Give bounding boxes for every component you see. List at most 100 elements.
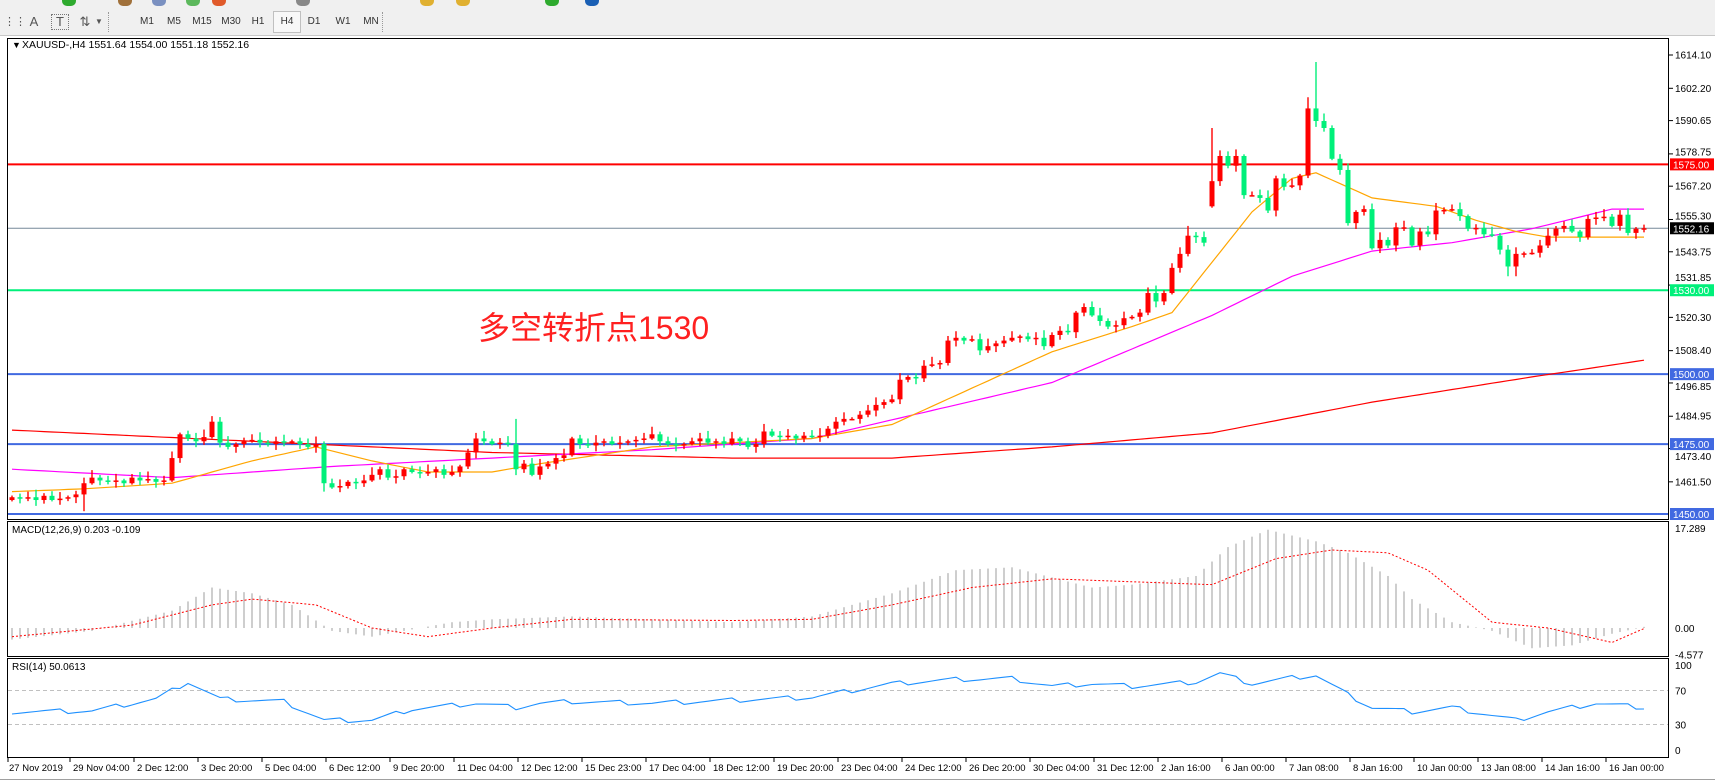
candle	[1209, 128, 1215, 208]
timeframe-h1-button[interactable]: H1	[251, 16, 265, 27]
new-order-icon[interactable]	[62, 0, 76, 6]
rsi-axis-label: 0	[1675, 746, 1681, 757]
candle	[1145, 287, 1151, 316]
candle	[785, 429, 791, 440]
text-icon[interactable]: A	[29, 14, 39, 29]
price-tag-1530.00-bg	[1670, 284, 1714, 297]
chart-background	[0, 36, 1715, 781]
candle	[553, 453, 559, 470]
candle	[1633, 227, 1639, 239]
candle-body	[1161, 293, 1167, 302]
candle	[1025, 332, 1031, 342]
candle-body	[1425, 231, 1431, 235]
chevron-down-icon[interactable]: ▼	[95, 17, 103, 26]
candle	[449, 465, 455, 477]
candle	[1385, 237, 1391, 249]
arrows-icon[interactable]: ⇅	[79, 14, 91, 29]
candle	[1473, 224, 1479, 235]
candle-body	[265, 442, 271, 445]
candle-body	[697, 438, 703, 442]
candle	[1409, 225, 1415, 247]
candle	[657, 431, 663, 447]
candle-body	[937, 362, 943, 365]
candle-body	[513, 444, 519, 470]
timeframe-m1-button[interactable]: M1	[140, 16, 154, 27]
timeframe-mn-button[interactable]: MN	[363, 16, 379, 27]
candle	[1129, 315, 1135, 320]
candle	[1161, 290, 1167, 306]
time-axis-label: 16 Jan 00:00	[1609, 763, 1664, 774]
candle	[225, 436, 231, 450]
timeframe-h4-button[interactable]: H4	[273, 11, 301, 33]
price-tag-1475.00-bg	[1670, 438, 1714, 451]
candle	[529, 458, 535, 477]
candle	[409, 465, 415, 474]
candle-body	[825, 428, 831, 436]
candle	[249, 434, 255, 443]
terminal-icon[interactable]	[152, 0, 166, 6]
timeframe-d1-button[interactable]: D1	[307, 16, 321, 27]
rsi-pane-frame	[7, 658, 1669, 758]
candle	[617, 436, 623, 449]
candle	[1257, 189, 1263, 203]
collapse-triangle-icon[interactable]: ▼	[12, 40, 21, 50]
candle-body	[1025, 336, 1031, 340]
timeframe-m30-button[interactable]: M30	[221, 16, 241, 27]
candle-body	[601, 441, 607, 443]
pencil-icon[interactable]	[420, 0, 434, 6]
candle	[729, 431, 735, 446]
price-tag-1500.00-bg	[1670, 368, 1714, 381]
candle-body	[617, 442, 623, 445]
stop-icon[interactable]	[212, 0, 226, 6]
candle	[89, 470, 95, 485]
annotation-text[interactable]: 多空转折点1530	[478, 310, 709, 346]
candle	[33, 489, 39, 506]
candle	[233, 442, 239, 453]
timeframe-m15-button[interactable]: M15	[192, 16, 212, 27]
text-label-icon[interactable]: T	[51, 14, 69, 30]
bid-price-tag-bg	[1670, 222, 1714, 235]
candle	[1513, 247, 1519, 277]
candle	[929, 356, 935, 368]
rsi-axis-label: 70	[1675, 687, 1687, 698]
candle-body	[649, 434, 655, 439]
candle-body	[673, 444, 679, 446]
candle-body	[489, 441, 495, 445]
timeframe-m5-button[interactable]: M5	[167, 16, 181, 27]
candle	[857, 411, 863, 424]
candle-body	[345, 481, 351, 487]
candle-body	[1577, 231, 1583, 238]
candle	[1089, 301, 1095, 317]
candle-body	[817, 435, 823, 438]
timeframe-w1-button[interactable]: W1	[335, 16, 351, 27]
pencil-icon[interactable]	[456, 0, 470, 6]
zoom-in-icon[interactable]	[545, 0, 559, 6]
timeframe-toolbar: ⋮⋮ A T ⇅ ▼ M1 M5 M15 M30 H1 H4 D1 W1 MN	[0, 9, 1715, 36]
candle-body	[209, 421, 215, 438]
price-axis-label: 1614.10	[1675, 51, 1712, 62]
candle-body	[761, 431, 767, 445]
candle	[1313, 62, 1319, 127]
candle-body	[1497, 235, 1503, 250]
chart-bar-icon[interactable]	[296, 0, 310, 6]
autotrading-icon[interactable]	[186, 0, 200, 6]
candle-body	[1409, 227, 1415, 246]
globe-icon[interactable]	[585, 0, 599, 6]
candle-body	[1089, 307, 1095, 316]
candle	[17, 493, 23, 504]
candle	[353, 478, 359, 490]
candle	[1489, 226, 1495, 238]
time-axis-label: 6 Dec 12:00	[329, 763, 380, 774]
price-tag-1450.00: 1450.00	[1673, 510, 1710, 521]
candle-body	[1417, 231, 1423, 246]
time-axis-label: 27 Nov 2019	[9, 763, 63, 774]
candle	[1281, 173, 1287, 191]
expert-icon[interactable]	[118, 0, 132, 6]
candle-body	[905, 376, 911, 380]
candle-body	[1201, 237, 1207, 243]
candle	[313, 436, 319, 453]
candle-body	[1057, 330, 1063, 335]
candle	[953, 331, 959, 347]
candle-body	[473, 438, 479, 453]
